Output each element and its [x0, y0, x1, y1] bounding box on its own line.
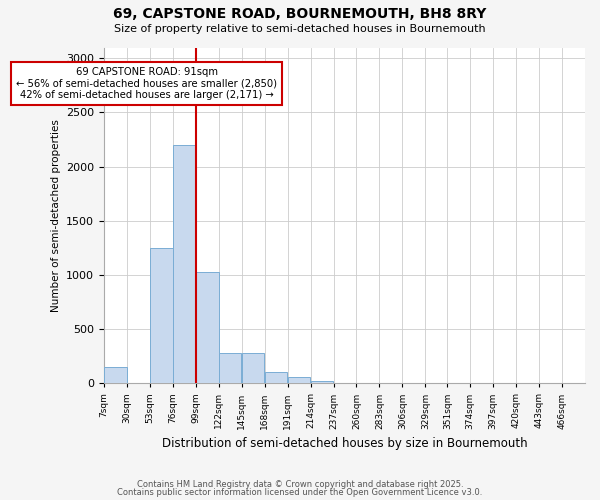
Text: 69 CAPSTONE ROAD: 91sqm
← 56% of semi-detached houses are smaller (2,850)
42% of: 69 CAPSTONE ROAD: 91sqm ← 56% of semi-de…	[16, 67, 277, 100]
Text: Contains HM Land Registry data © Crown copyright and database right 2025.: Contains HM Land Registry data © Crown c…	[137, 480, 463, 489]
Bar	[173, 145, 196, 384]
Bar	[104, 367, 127, 384]
Bar	[288, 377, 310, 384]
Bar	[196, 272, 218, 384]
Y-axis label: Number of semi-detached properties: Number of semi-detached properties	[50, 119, 61, 312]
Text: 69, CAPSTONE ROAD, BOURNEMOUTH, BH8 8RY: 69, CAPSTONE ROAD, BOURNEMOUTH, BH8 8RY	[113, 8, 487, 22]
Bar	[150, 248, 173, 384]
Bar	[265, 372, 287, 384]
Text: Contains public sector information licensed under the Open Government Licence v3: Contains public sector information licen…	[118, 488, 482, 497]
Bar	[127, 382, 149, 384]
Bar	[219, 353, 241, 384]
Bar	[311, 381, 334, 384]
Text: Size of property relative to semi-detached houses in Bournemouth: Size of property relative to semi-detach…	[114, 24, 486, 34]
Bar	[242, 353, 265, 384]
Bar	[334, 382, 356, 384]
X-axis label: Distribution of semi-detached houses by size in Bournemouth: Distribution of semi-detached houses by …	[161, 437, 527, 450]
